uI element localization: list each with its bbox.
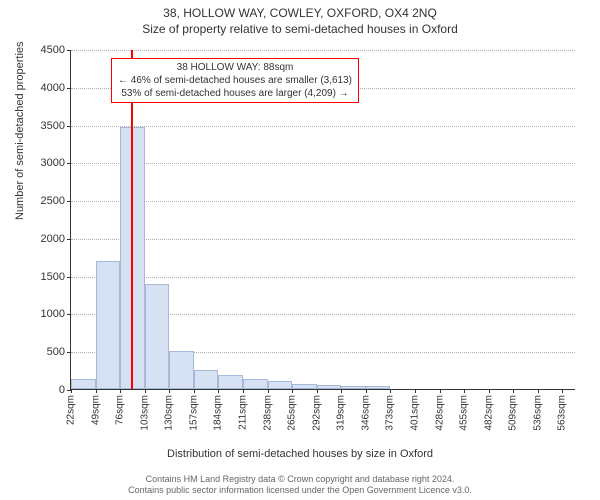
grid-line	[71, 201, 575, 202]
histogram-bar	[218, 375, 243, 389]
x-tick-mark	[243, 389, 244, 393]
annotation-line-3: 53% of semi-detached houses are larger (…	[118, 87, 352, 100]
x-tick-mark	[194, 389, 195, 393]
grid-line	[71, 126, 575, 127]
x-tick-label: 265sqm	[287, 395, 298, 431]
x-tick-label: 319sqm	[336, 395, 347, 431]
x-tick-mark	[317, 389, 318, 393]
y-tick-label: 3000	[41, 157, 65, 169]
y-tick-mark	[67, 88, 71, 89]
chart-area: 05001000150020002500300035004000450022sq…	[70, 50, 575, 390]
y-axis-title: Number of semi-detached properties	[14, 41, 26, 220]
footer-line-1: Contains HM Land Registry data © Crown c…	[0, 474, 600, 485]
x-tick-mark	[218, 389, 219, 393]
histogram-bar	[341, 386, 366, 389]
x-tick-label: 401sqm	[409, 395, 420, 431]
y-tick-label: 1500	[41, 271, 65, 283]
grid-line	[71, 163, 575, 164]
x-tick-mark	[513, 389, 514, 393]
x-tick-label: 563sqm	[557, 395, 568, 431]
x-tick-mark	[366, 389, 367, 393]
title-line-1: 38, HOLLOW WAY, COWLEY, OXFORD, OX4 2NQ	[0, 6, 600, 22]
x-tick-mark	[489, 389, 490, 393]
footer-line-2: Contains public sector information licen…	[0, 485, 600, 496]
x-tick-mark	[145, 389, 146, 393]
x-tick-label: 536sqm	[532, 395, 543, 431]
histogram-bar	[169, 351, 194, 389]
x-tick-mark	[440, 389, 441, 393]
y-tick-mark	[67, 314, 71, 315]
x-tick-label: 509sqm	[508, 395, 519, 431]
y-tick-label: 2000	[41, 233, 65, 245]
x-tick-label: 103sqm	[139, 395, 150, 431]
histogram-bar	[317, 385, 342, 389]
x-tick-label: 211sqm	[237, 395, 248, 430]
annotation-line-1: 38 HOLLOW WAY: 88sqm	[118, 61, 352, 74]
x-tick-label: 49sqm	[90, 395, 101, 425]
histogram-bar	[71, 379, 96, 389]
x-tick-mark	[169, 389, 170, 393]
y-tick-mark	[67, 352, 71, 353]
x-tick-label: 184sqm	[213, 395, 224, 431]
x-tick-label: 428sqm	[434, 395, 445, 431]
histogram-bar	[292, 384, 317, 389]
histogram-bar	[243, 379, 268, 389]
x-tick-label: 373sqm	[385, 395, 396, 431]
y-tick-label: 4000	[41, 82, 65, 94]
x-axis-title: Distribution of semi-detached houses by …	[0, 448, 600, 460]
y-tick-mark	[67, 201, 71, 202]
x-tick-mark	[71, 389, 72, 393]
x-tick-label: 346sqm	[360, 395, 371, 431]
x-tick-label: 482sqm	[483, 395, 494, 431]
y-tick-label: 4500	[41, 44, 65, 56]
y-tick-mark	[67, 50, 71, 51]
y-tick-mark	[67, 277, 71, 278]
y-tick-mark	[67, 126, 71, 127]
y-tick-label: 2500	[41, 195, 65, 207]
y-tick-label: 500	[47, 346, 65, 358]
footer: Contains HM Land Registry data © Crown c…	[0, 474, 600, 496]
x-tick-mark	[415, 389, 416, 393]
x-tick-mark	[538, 389, 539, 393]
histogram-bar	[268, 381, 293, 389]
histogram-bar	[145, 284, 170, 389]
chart-titles: 38, HOLLOW WAY, COWLEY, OXFORD, OX4 2NQ …	[0, 0, 600, 37]
chart-container: 38, HOLLOW WAY, COWLEY, OXFORD, OX4 2NQ …	[0, 0, 600, 500]
histogram-bar	[366, 386, 391, 389]
x-tick-mark	[120, 389, 121, 393]
y-tick-mark	[67, 163, 71, 164]
x-tick-mark	[292, 389, 293, 393]
x-tick-mark	[562, 389, 563, 393]
x-tick-label: 238sqm	[262, 395, 273, 431]
annotation-line-2: ← 46% of semi-detached houses are smalle…	[118, 74, 352, 87]
x-tick-label: 455sqm	[459, 395, 470, 431]
annotation-box: 38 HOLLOW WAY: 88sqm ← 46% of semi-detac…	[111, 58, 359, 103]
x-tick-label: 292sqm	[311, 395, 322, 431]
histogram-bar	[96, 261, 121, 389]
grid-line	[71, 50, 575, 51]
x-tick-label: 130sqm	[164, 395, 175, 431]
title-line-2: Size of property relative to semi-detach…	[0, 22, 600, 38]
x-tick-mark	[464, 389, 465, 393]
x-tick-mark	[341, 389, 342, 393]
x-tick-mark	[390, 389, 391, 393]
x-tick-mark	[268, 389, 269, 393]
y-tick-label: 1000	[41, 308, 65, 320]
x-tick-label: 22sqm	[66, 395, 77, 425]
grid-line	[71, 277, 575, 278]
y-tick-mark	[67, 239, 71, 240]
histogram-bar	[194, 370, 219, 389]
x-tick-mark	[96, 389, 97, 393]
y-tick-label: 3500	[41, 120, 65, 132]
x-tick-label: 157sqm	[188, 395, 199, 431]
y-tick-label: 0	[59, 384, 65, 396]
x-tick-label: 76sqm	[115, 395, 126, 425]
grid-line	[71, 239, 575, 240]
plot-region: 05001000150020002500300035004000450022sq…	[70, 50, 575, 390]
